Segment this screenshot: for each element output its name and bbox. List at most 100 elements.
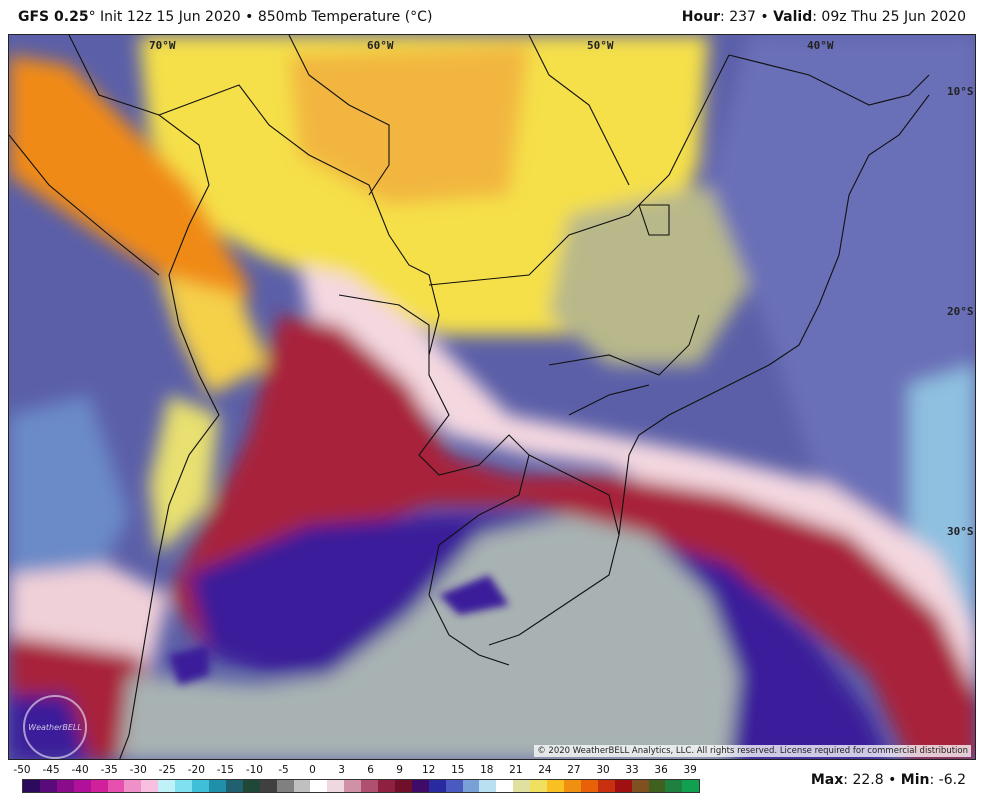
legend-tick: -30 bbox=[129, 764, 147, 776]
legend-swatch bbox=[614, 780, 632, 792]
lon-label-50w: 50°W bbox=[587, 39, 614, 52]
legend-swatch bbox=[310, 780, 328, 792]
legend-tick: -40 bbox=[71, 764, 89, 776]
legend-tick-labels: -50 -45 -40 -35 -30 -25 -20 -15 -10 -5 0 3 6 9 12 15 18 2… bbox=[8, 764, 708, 778]
legend-tick: 27 bbox=[567, 764, 581, 776]
legend-tick: 36 bbox=[654, 764, 668, 776]
blue-patch bbox=[439, 575, 509, 615]
legend-swatch bbox=[580, 780, 598, 792]
mild-olive-region bbox=[549, 185, 749, 365]
temperature-field bbox=[9, 35, 975, 759]
legend-swatch bbox=[73, 780, 91, 792]
model-name: GFS 0.25 bbox=[18, 9, 89, 25]
hour-value: 237 bbox=[729, 9, 756, 25]
legend-tick: 3 bbox=[338, 764, 345, 776]
legend-swatch bbox=[293, 780, 311, 792]
legend-swatch bbox=[344, 780, 362, 792]
field-name: 850mb Temperature ( bbox=[257, 9, 411, 25]
peru-coast bbox=[9, 134, 160, 276]
legend-tick: 9 bbox=[396, 764, 403, 776]
lat-label-20s: 20°S bbox=[947, 305, 974, 318]
legend-tick: -20 bbox=[187, 764, 205, 776]
legend-tick: -15 bbox=[216, 764, 234, 776]
map-view[interactable]: 70°W 60°W 50°W 40°W 10°S 20°S 30°S Weath… bbox=[8, 34, 976, 760]
legend-tick: 0 bbox=[309, 764, 316, 776]
legend-swatch bbox=[90, 780, 108, 792]
legend-swatch bbox=[107, 780, 125, 792]
paraguay-border bbox=[338, 294, 530, 596]
warm-orange-center bbox=[289, 45, 529, 205]
east-blue-region bbox=[709, 35, 975, 555]
legend-swatch bbox=[361, 780, 379, 792]
max-label: Max bbox=[810, 772, 844, 788]
state-line-2 bbox=[568, 384, 650, 416]
legend-tick: -35 bbox=[100, 764, 118, 776]
legend-swatch bbox=[259, 780, 277, 792]
legend-tick: 6 bbox=[367, 764, 374, 776]
map-header: GFS 0.25° Init 12z 15 Jun 2020 • 850mb T… bbox=[0, 0, 984, 34]
state-line-1 bbox=[548, 314, 700, 376]
legend-tick: -10 bbox=[245, 764, 263, 776]
max-value: 22.8 bbox=[852, 772, 884, 788]
legend-tick: 12 bbox=[422, 764, 436, 776]
valid-label: Valid bbox=[773, 9, 813, 25]
legend-swatch bbox=[225, 780, 243, 792]
lon-label-40w: 40°W bbox=[807, 39, 834, 52]
header-separator-2: • bbox=[760, 9, 769, 25]
blue-patch-2 bbox=[169, 645, 209, 685]
cold-core-gray bbox=[119, 515, 739, 759]
legend-swatch bbox=[378, 780, 395, 792]
legend-swatch bbox=[192, 780, 209, 792]
pacific-blue bbox=[9, 395, 129, 595]
state-line-3 bbox=[288, 35, 390, 196]
header-separator: • bbox=[245, 9, 254, 25]
lon-label-70w: 70°W bbox=[149, 39, 176, 52]
min-label: Min bbox=[900, 772, 930, 788]
legend-tick: -5 bbox=[278, 764, 289, 776]
legend-swatch bbox=[631, 780, 649, 792]
hour-label: Hour bbox=[681, 9, 721, 25]
legend-swatch bbox=[597, 780, 615, 792]
valid-value: 09z Thu 25 Jun 2020 bbox=[821, 9, 966, 25]
legend-tick: -25 bbox=[158, 764, 176, 776]
header-left: GFS 0.25° Init 12z 15 Jun 2020 • 850mb T… bbox=[18, 9, 432, 25]
legend-swatch bbox=[428, 780, 446, 792]
legend-swatch bbox=[682, 780, 700, 792]
brazil-interior bbox=[428, 54, 730, 286]
bolivia-border bbox=[158, 84, 440, 356]
legend-swatch bbox=[496, 780, 514, 792]
weatherbell-logo: WeatherBELL bbox=[23, 695, 87, 759]
state-line-4 bbox=[528, 35, 630, 186]
legend-swatch bbox=[513, 780, 531, 792]
political-boundaries bbox=[9, 35, 930, 759]
legend-swatch bbox=[547, 780, 564, 792]
legend-swatch bbox=[175, 780, 193, 792]
legend-swatch bbox=[479, 780, 497, 792]
legend-tick: 15 bbox=[451, 764, 465, 776]
legend-swatch bbox=[411, 780, 429, 792]
legend-swatch bbox=[394, 780, 412, 792]
maxmin-separator: • bbox=[888, 772, 897, 788]
legend-swatch bbox=[158, 780, 176, 792]
andes-hot-streak bbox=[9, 55, 249, 335]
legend-swatch bbox=[648, 780, 666, 792]
legend-swatch bbox=[23, 780, 40, 792]
legend-swatch bbox=[327, 780, 345, 792]
legend-tick: -45 bbox=[42, 764, 60, 776]
brazil-east-coast bbox=[618, 94, 930, 536]
legend-swatch bbox=[564, 780, 581, 792]
init-time: Init 12z 15 Jun 2020 bbox=[100, 9, 241, 25]
lon-label-60w: 60°W bbox=[367, 39, 394, 52]
legend-swatch bbox=[242, 780, 260, 792]
legend-tick: 21 bbox=[509, 764, 523, 776]
min-value: -6.2 bbox=[938, 772, 966, 788]
legend-swatch bbox=[665, 780, 683, 792]
legend-tick: 18 bbox=[480, 764, 494, 776]
legend-swatch bbox=[276, 780, 294, 792]
uruguay-coast bbox=[488, 454, 620, 646]
argentina-line bbox=[428, 594, 510, 666]
legend-swatch bbox=[445, 780, 463, 792]
lat-label-10s: 10°S bbox=[947, 85, 974, 98]
federal-district bbox=[638, 204, 670, 236]
color-legend bbox=[22, 779, 700, 793]
